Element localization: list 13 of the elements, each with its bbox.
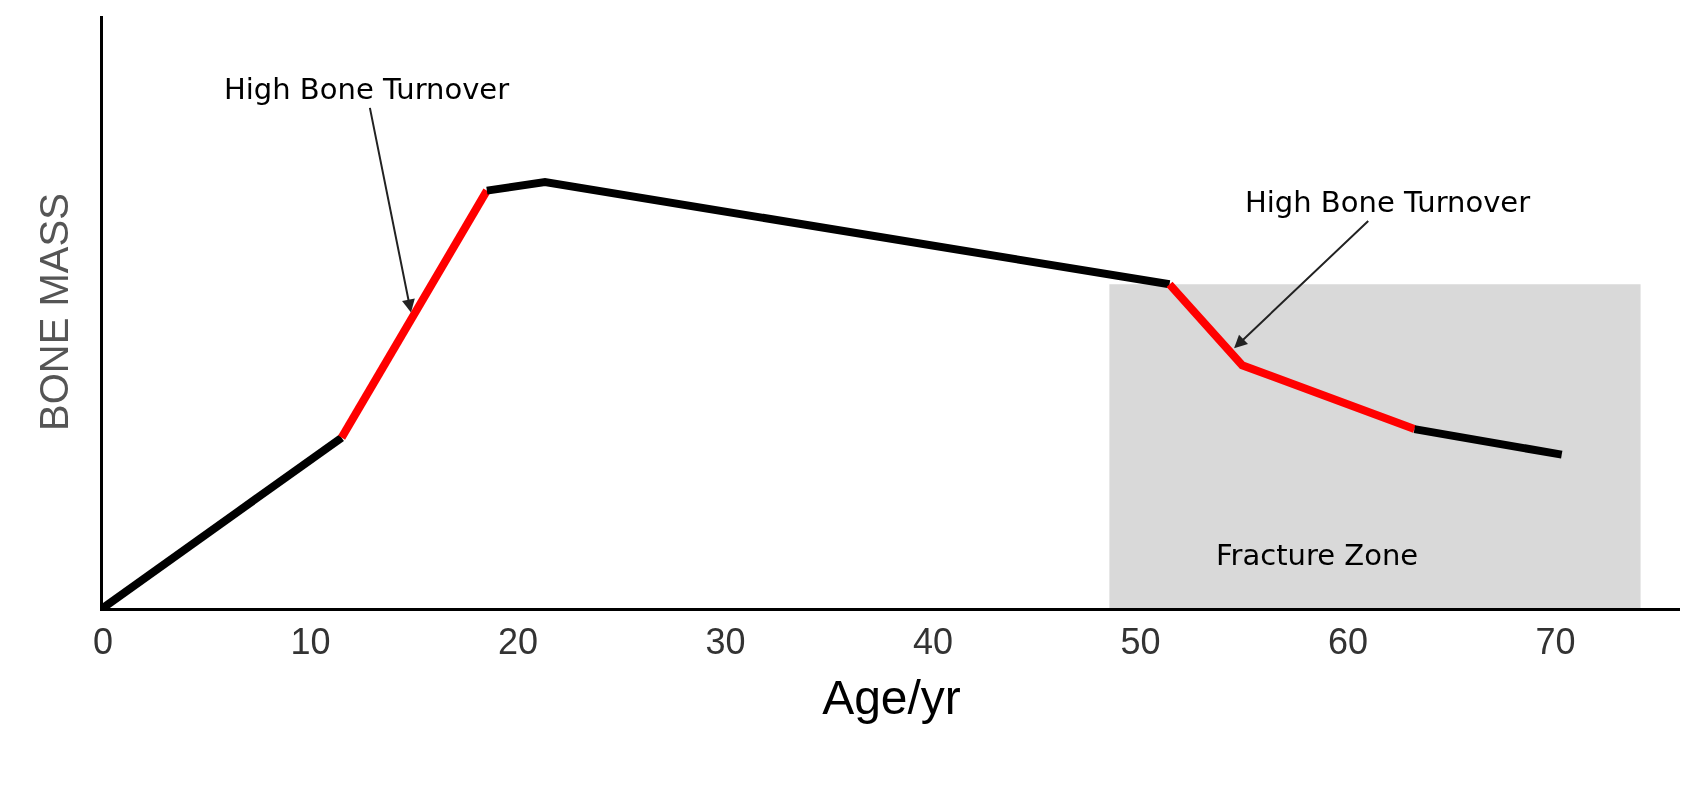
x-tick-label: 0 bbox=[92, 621, 114, 663]
x-tick-label: 70 bbox=[1535, 621, 1576, 663]
annotation: Fracture Zone bbox=[1216, 538, 1419, 572]
x-tick-label: 40 bbox=[912, 621, 954, 663]
x-tick-label: 20 bbox=[497, 621, 539, 663]
x-tick-label: 30 bbox=[705, 621, 746, 663]
x-tick-label: 50 bbox=[1120, 621, 1161, 663]
x-tick-label: 60 bbox=[1327, 621, 1369, 663]
annotation: High Bone Turnover bbox=[1245, 185, 1531, 219]
x-axis-title: Age/yr bbox=[822, 671, 961, 725]
x-tick-label: 10 bbox=[290, 621, 331, 663]
y-axis-title: BONE MASS bbox=[31, 193, 76, 431]
annotation: High Bone Turnover bbox=[224, 72, 510, 106]
